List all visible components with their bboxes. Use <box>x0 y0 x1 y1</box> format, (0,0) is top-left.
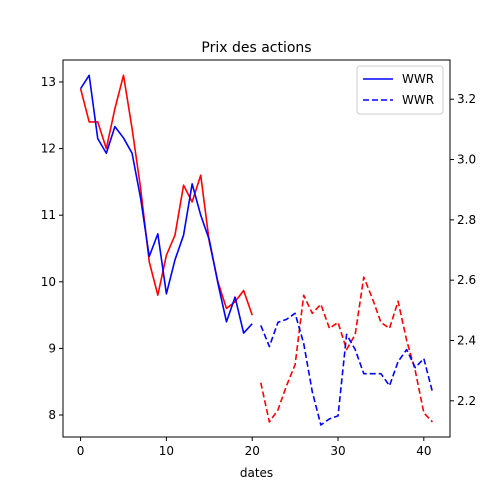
x-axis-label: dates <box>240 466 273 480</box>
y-right-tick-label: 2.6 <box>457 273 476 287</box>
x-axis-ticks: 0 10 20 30 40 <box>77 437 431 458</box>
y-left-tick-label: 8 <box>48 408 56 422</box>
series-line-2 <box>79 74 253 334</box>
y-axis-right-ticks: 2.2 2.4 2.6 2.8 3.0 3.2 <box>450 92 476 408</box>
series-line-4 <box>260 312 434 426</box>
y-right-tick-label: 2.8 <box>457 213 476 227</box>
y-right-tick-label: 3.2 <box>457 92 476 106</box>
chart-title: Prix des actions <box>201 40 311 56</box>
x-tick-label: 10 <box>159 444 174 458</box>
series-line-3 <box>260 276 433 423</box>
legend-label-2: WWR <box>402 93 434 107</box>
x-tick-label: 0 <box>77 444 85 458</box>
x-tick-label: 40 <box>416 444 431 458</box>
y-right-tick-label: 2.4 <box>457 333 476 347</box>
legend-box <box>356 65 444 115</box>
axes-layer: 0 10 20 30 40 8 9 10 11 12 13 2.2 2.4 2.6 2.8 3.0 3.2 <box>41 59 476 458</box>
y-right-tick-label: 2.2 <box>457 394 476 408</box>
series-layer <box>79 74 434 426</box>
y-left-tick-label: 9 <box>48 341 56 355</box>
y-left-tick-label: 10 <box>41 275 56 289</box>
y-left-tick-label: 13 <box>41 75 56 89</box>
y-left-tick-label: 12 <box>41 142 56 156</box>
legend-label-1: WWR <box>402 72 434 86</box>
x-tick-label: 30 <box>330 444 345 458</box>
y-right-tick-label: 3.0 <box>457 153 476 167</box>
legend: WWR WWR <box>356 65 444 115</box>
x-tick-label: 20 <box>245 444 260 458</box>
series-line-1 <box>79 74 253 316</box>
plot-frame <box>62 59 451 438</box>
y-left-tick-label: 11 <box>41 208 56 222</box>
y-axis-left-ticks: 8 9 10 11 12 13 <box>41 75 63 422</box>
